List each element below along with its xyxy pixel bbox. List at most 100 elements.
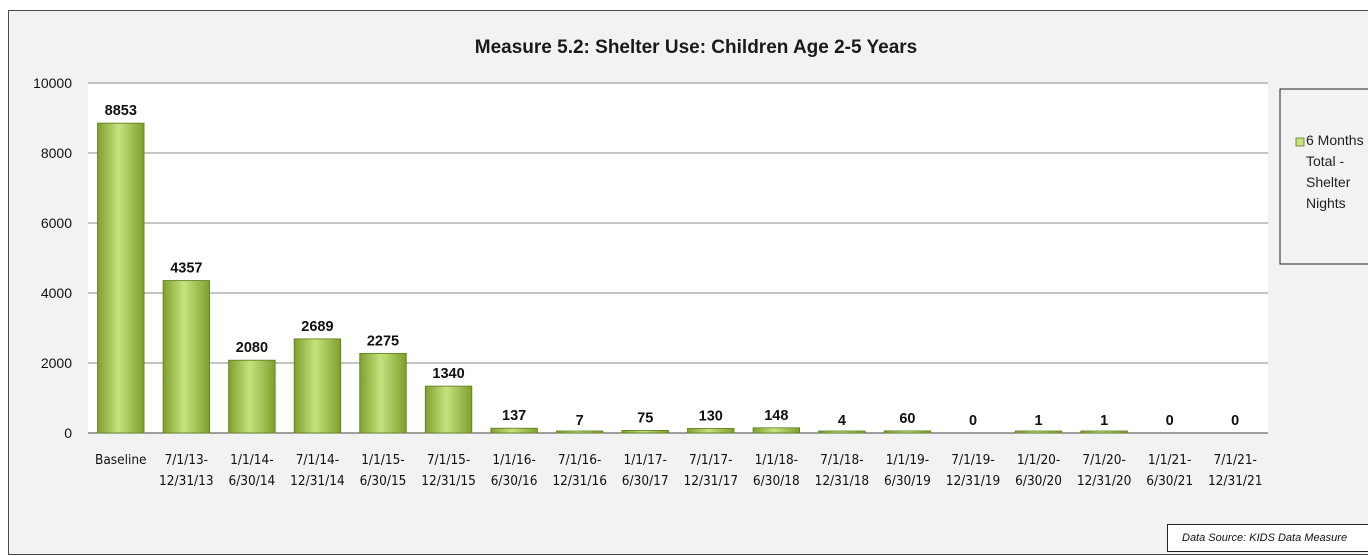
x-tick-label: 7/1/18- 12/31/18 xyxy=(815,452,870,489)
x-tick-line: 1/1/18- xyxy=(755,452,798,468)
data-label: 60 xyxy=(899,411,915,427)
x-tick-line: 1/1/17- xyxy=(623,452,666,468)
x-tick-label: 1/1/21- 6/30/21 xyxy=(1146,452,1193,489)
legend-line: Shelter xyxy=(1306,174,1351,190)
bar xyxy=(293,338,342,434)
legend-box xyxy=(1279,88,1368,265)
legend: 6 Months Total - Shelter Nights xyxy=(1279,88,1368,265)
data-label: 148 xyxy=(764,408,788,424)
y-tick-label: 8000 xyxy=(41,145,72,161)
x-tick-label: 7/1/19- 12/31/19 xyxy=(946,452,1001,489)
x-tick-label: Baseline xyxy=(95,452,147,468)
data-label: 0 xyxy=(969,413,977,429)
x-tick-label: 1/1/19- 6/30/19 xyxy=(884,452,931,489)
bar xyxy=(228,359,276,434)
x-tick-label: 1/1/20- 6/30/20 xyxy=(1015,452,1062,489)
x-tick-line: 1/1/14- xyxy=(230,452,273,468)
bar xyxy=(1080,430,1128,434)
data-label: 1 xyxy=(1035,413,1043,429)
legend-swatch xyxy=(1295,137,1305,147)
x-tick-label: 7/1/17- 12/31/17 xyxy=(684,452,739,489)
data-label: 1340 xyxy=(432,366,464,382)
bar xyxy=(1014,430,1063,434)
chart-title: Measure 5.2: Shelter Use: Children Age 2… xyxy=(475,37,917,58)
x-tick-line: 12/31/20 xyxy=(1077,473,1132,489)
data-label: 130 xyxy=(699,408,723,424)
x-tick-label: 1/1/17- 6/30/17 xyxy=(622,452,669,489)
x-tick-label: 1/1/14- 6/30/14 xyxy=(228,452,275,489)
data-label: 4 xyxy=(838,413,846,429)
x-tick-line: 12/31/19 xyxy=(946,473,1001,489)
y-axis-ticks: 0 2000 4000 6000 8000 10000 xyxy=(33,75,72,441)
x-tick-line: 12/31/16 xyxy=(552,473,607,489)
legend-line: Nights xyxy=(1306,195,1346,211)
bar xyxy=(621,429,669,434)
data-label: 7 xyxy=(576,413,584,429)
bar xyxy=(687,428,735,434)
x-tick-line: 6/30/20 xyxy=(1015,473,1062,489)
x-tick-label: 7/1/16- 12/31/16 xyxy=(552,452,607,489)
bar xyxy=(162,280,211,434)
x-tick-line: 12/31/17 xyxy=(684,473,739,489)
data-label: 8853 xyxy=(105,103,137,119)
x-tick-label: 7/1/13- 12/31/13 xyxy=(159,452,214,489)
y-tick-label: 10000 xyxy=(33,75,72,91)
y-tick-label: 2000 xyxy=(41,355,72,371)
x-tick-line: 6/30/21 xyxy=(1146,473,1193,489)
data-source-note: Data Source: KIDS Data Measure xyxy=(1167,524,1368,552)
x-tick-line: 6/30/16 xyxy=(491,473,538,489)
x-tick-line: 7/1/21- xyxy=(1213,452,1256,468)
bar xyxy=(883,430,932,434)
x-tick-line: 12/31/14 xyxy=(290,473,345,489)
data-label: 2080 xyxy=(236,340,268,356)
data-label: 75 xyxy=(637,410,653,426)
x-tick-label: 7/1/20- 12/31/20 xyxy=(1077,452,1132,489)
bar xyxy=(424,385,473,434)
legend-line: Total - xyxy=(1306,153,1344,169)
data-label: 2689 xyxy=(301,319,333,335)
data-label: 2275 xyxy=(367,333,399,349)
y-tick-label: 6000 xyxy=(41,215,72,231)
x-tick-line: 1/1/15- xyxy=(361,452,404,468)
x-tick-line: 6/30/15 xyxy=(360,473,407,489)
legend-label: 6 Months Total - Shelter Nights xyxy=(1306,132,1364,211)
x-tick-line: 12/31/18 xyxy=(815,473,870,489)
x-tick-line: 7/1/20- xyxy=(1082,452,1125,468)
bars xyxy=(97,122,1128,434)
data-labels: 8853 4357 2080 2689 2275 1340 137 7 75 130 148 4 60 0… xyxy=(105,103,1240,429)
x-tick-line: Baseline xyxy=(95,452,147,468)
x-tick-label: 7/1/21- 12/31/21 xyxy=(1208,452,1263,489)
x-tick-label: 1/1/18- 6/30/18 xyxy=(753,452,800,489)
chart-frame: Measure 5.2: Shelter Use: Children Age 2… xyxy=(8,10,1368,555)
data-label: 0 xyxy=(1231,413,1239,429)
x-axis-ticks: Baseline 7/1/13- 12/31/13 1/1/14- 6/30/14 7/1… xyxy=(95,452,1262,489)
x-tick-line: 12/31/21 xyxy=(1208,473,1263,489)
bar xyxy=(752,427,801,434)
bar xyxy=(818,430,866,434)
x-tick-line: 7/1/13- xyxy=(165,452,208,468)
bar-chart: Measure 5.2: Shelter Use: Children Age 2… xyxy=(33,37,1368,489)
data-label: 137 xyxy=(502,408,526,424)
y-tick-label: 0 xyxy=(64,425,72,441)
x-tick-line: 6/30/18 xyxy=(753,473,800,489)
x-tick-line: 6/30/19 xyxy=(884,473,931,489)
bar xyxy=(97,122,145,434)
y-tick-label: 4000 xyxy=(41,285,72,301)
x-tick-label: 1/1/15- 6/30/15 xyxy=(360,452,407,489)
x-tick-line: 7/1/15- xyxy=(427,452,470,468)
x-tick-line: 1/1/20- xyxy=(1017,452,1060,468)
x-tick-line: 1/1/21- xyxy=(1148,452,1191,468)
x-tick-line: 6/30/17 xyxy=(622,473,669,489)
x-tick-label: 1/1/16- 6/30/16 xyxy=(491,452,538,489)
bar xyxy=(555,430,604,434)
data-label: 0 xyxy=(1166,413,1174,429)
x-tick-label: 7/1/15- 12/31/15 xyxy=(421,452,476,489)
bar xyxy=(359,352,407,434)
bar xyxy=(490,427,538,434)
x-tick-line: 1/1/19- xyxy=(886,452,929,468)
legend-line: 6 Months xyxy=(1306,132,1364,148)
plot-area xyxy=(88,83,1268,433)
data-label: 4357 xyxy=(170,261,202,277)
x-tick-line: 7/1/17- xyxy=(689,452,732,468)
x-tick-line: 12/31/13 xyxy=(159,473,214,489)
